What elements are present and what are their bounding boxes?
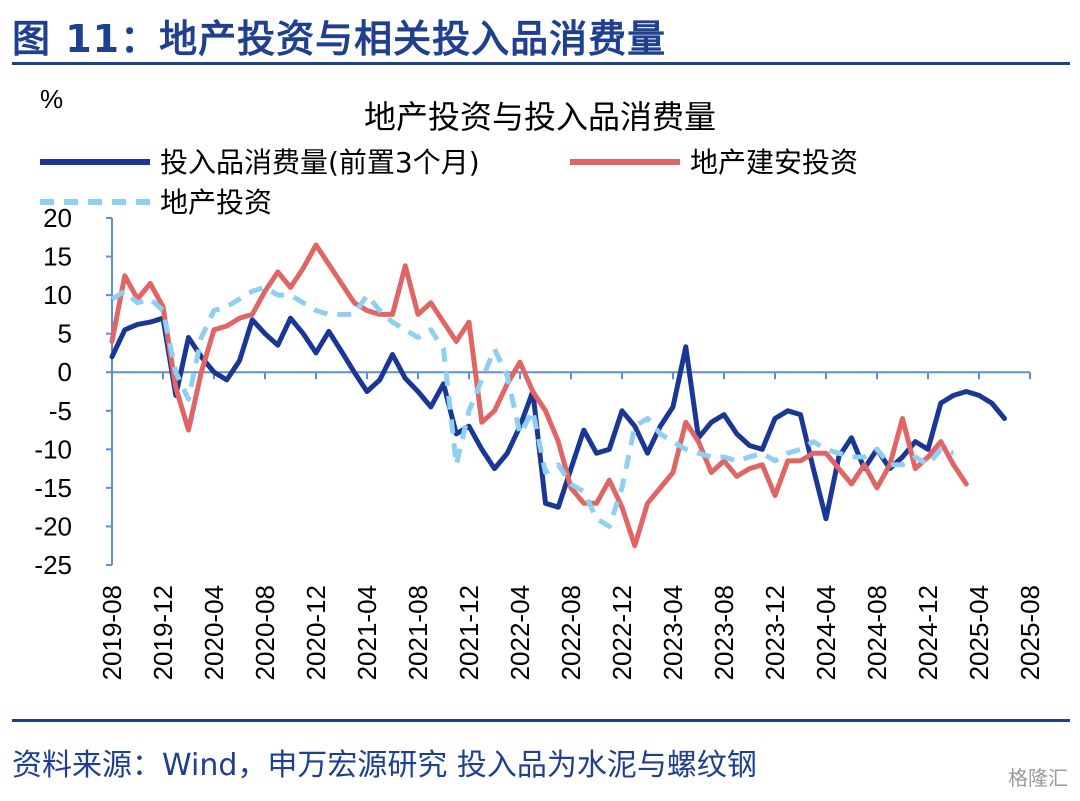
y-tick-label: -25 — [34, 550, 72, 580]
legend-label-1: 投入品消费量(前置3个月) — [160, 146, 480, 179]
y-axis-unit: % — [40, 84, 63, 114]
x-tick-label: 2020-04 — [199, 585, 229, 680]
watermark: 格隆汇 — [1008, 766, 1068, 790]
x-tick-label: 2023-04 — [658, 585, 688, 680]
y-tick-label: 20 — [43, 203, 72, 233]
x-tick-label: 2021-04 — [352, 585, 382, 680]
x-tick-label: 2025-08 — [1015, 585, 1045, 680]
series-line-2 — [109, 242, 969, 549]
x-tick-label: 2024-12 — [913, 585, 943, 680]
x-tick-label: 2022-08 — [556, 585, 586, 680]
x-tick-label: 2025-04 — [964, 585, 994, 680]
series-line-1 — [109, 315, 1007, 522]
bottom-rule — [12, 719, 1070, 722]
x-tick-label: 2020-08 — [250, 585, 280, 680]
x-tick-label: 2021-12 — [454, 585, 484, 680]
x-tick-label: 2019-12 — [148, 585, 178, 680]
x-tick-label: 2024-08 — [862, 585, 892, 680]
y-tick-label: -15 — [34, 473, 72, 503]
y-tick-label: -20 — [34, 511, 72, 541]
y-tick-label: 0 — [58, 357, 72, 387]
y-tick-label: -5 — [49, 396, 72, 426]
y-tick-label: 10 — [43, 280, 72, 310]
legend-label-2: 地产建安投资 — [690, 146, 858, 179]
plot-area — [109, 242, 1007, 549]
x-tick-label: 2022-12 — [607, 585, 637, 680]
top-rule — [12, 62, 1070, 65]
y-tick-labels: 20 15 10 5 0 -5 -10 -15 -20 -25 — [34, 203, 72, 580]
chart-title: 地产投资与投入品消费量 — [364, 98, 716, 136]
axes — [106, 217, 1031, 566]
y-tick-label: 15 — [43, 242, 72, 272]
x-tick-label: 2021-08 — [403, 585, 433, 680]
figure-title: 图 11：地产投资与相关投入品消费量 — [12, 17, 667, 61]
source-note: 资料来源：Wind，申万宏源研究 投入品为水泥与螺纹钢 — [12, 748, 757, 783]
x-tick-label: 2019-08 — [97, 585, 127, 680]
x-tick-label: 2024-04 — [811, 585, 841, 680]
x-tick-label: 2020-12 — [301, 585, 331, 680]
y-tick-label: -10 — [34, 434, 72, 464]
x-tick-label: 2022-04 — [505, 585, 535, 680]
legend-label-3: 地产投资 — [160, 186, 272, 219]
x-tick-label: 2023-08 — [709, 585, 739, 680]
y-tick-label: 5 — [58, 319, 72, 349]
x-tick-label: 2023-12 — [760, 585, 790, 680]
x-tick-labels: 2019-08 2019-12 2020-04 2020-08 2020-12 2021-… — [97, 585, 1045, 680]
series-line-3 — [110, 284, 955, 529]
